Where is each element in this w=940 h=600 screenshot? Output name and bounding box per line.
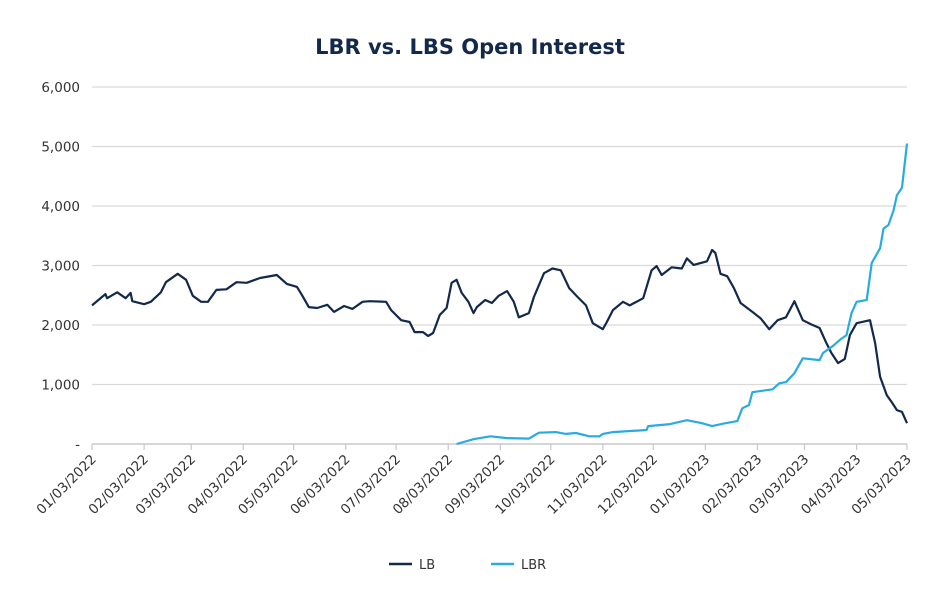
series-line-lb bbox=[91, 248, 909, 424]
y-tick-label: 6,000 bbox=[41, 80, 80, 96]
y-axis: - 1,000 2,000 3,000 4,000 5,000 6,000 bbox=[41, 80, 80, 453]
series-line-lbr bbox=[456, 143, 909, 446]
y-tick-label: 4,000 bbox=[41, 199, 80, 215]
legend: LB LBR bbox=[389, 558, 546, 573]
y-tick-label: 3,000 bbox=[41, 259, 80, 275]
legend-label-lb: LB bbox=[419, 558, 435, 573]
gridlines bbox=[92, 86, 907, 386]
chart-title: LBR vs. LBS Open Interest bbox=[315, 35, 625, 59]
series-lines bbox=[91, 143, 909, 446]
y-tick-label: 2,000 bbox=[41, 318, 80, 334]
legend-label-lbr: LBR bbox=[521, 558, 546, 573]
y-tick-label: - bbox=[75, 437, 80, 453]
x-axis: 01/03/202202/03/202203/03/202204/03/2022… bbox=[33, 443, 915, 518]
y-tick-label: 1,000 bbox=[41, 378, 80, 394]
y-tick-label: 5,000 bbox=[41, 140, 80, 156]
